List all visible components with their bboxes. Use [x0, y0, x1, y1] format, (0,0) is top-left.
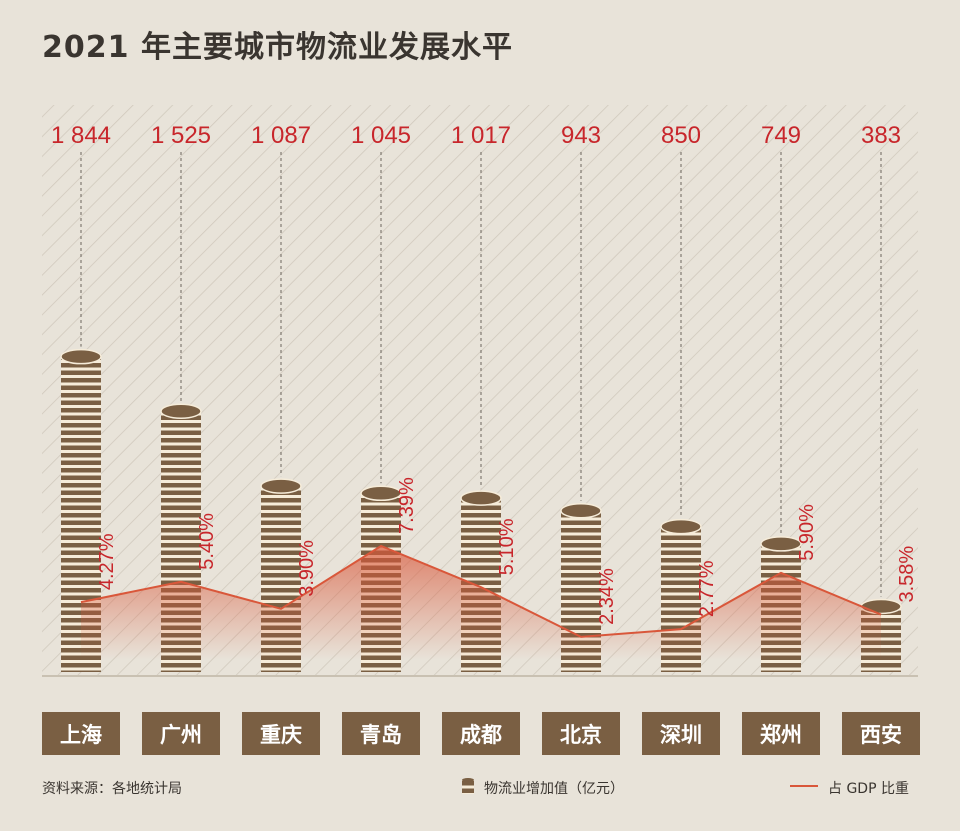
category-label: 成都 — [442, 712, 520, 755]
value-label: 1 525 — [151, 122, 211, 149]
percent-label: 5.10% — [496, 518, 518, 575]
percent-label: 2.77% — [696, 560, 718, 617]
svg-text:上海: 上海 — [60, 723, 102, 747]
gdp-share-line — [80, 544, 882, 638]
svg-text:重庆: 重庆 — [260, 723, 302, 747]
svg-text:郑州: 郑州 — [760, 723, 802, 747]
percent-label: 3.90% — [296, 540, 318, 597]
category-label: 青岛 — [342, 712, 420, 755]
svg-text:西安: 西安 — [860, 723, 902, 747]
line-area — [81, 545, 881, 660]
svg-text:深圳: 深圳 — [660, 723, 702, 747]
percent-label: 5.40% — [196, 513, 218, 570]
category-label: 郑州 — [742, 712, 820, 755]
value-label: 383 — [861, 122, 901, 149]
source-note: 资料来源：各地统计局 — [42, 781, 182, 797]
svg-text:成都: 成都 — [460, 723, 502, 747]
bar-top — [60, 348, 102, 365]
coin-stack-icon — [462, 778, 474, 794]
svg-text:北京: 北京 — [560, 723, 602, 747]
category-label: 上海 — [42, 712, 120, 755]
legend — [462, 778, 818, 794]
legend-line-label: 占 GDP 比重 — [828, 781, 909, 797]
category-label: 广州 — [142, 712, 220, 755]
percent-label: 4.27% — [96, 533, 118, 590]
bar-top — [260, 478, 302, 494]
category-label: 西安 — [842, 712, 920, 755]
svg-text:广州: 广州 — [160, 723, 202, 747]
percent-label: 5.90% — [796, 504, 818, 561]
svg-text:青岛: 青岛 — [360, 723, 402, 747]
value-label: 850 — [661, 122, 701, 149]
category-label: 深圳 — [642, 712, 720, 755]
value-label: 1 087 — [251, 122, 311, 149]
bar-top — [360, 485, 402, 502]
bar-top — [660, 518, 702, 535]
bar-top — [160, 403, 202, 419]
chart-title: 2021 年主要城市物流业发展水平 — [42, 30, 513, 65]
value-label: 1 045 — [351, 122, 411, 149]
percent-label: 7.39% — [396, 477, 418, 534]
category-label: 重庆 — [242, 712, 320, 755]
bar-top — [560, 502, 602, 519]
value-label: 1 844 — [51, 122, 111, 149]
percent-label: 2.34% — [596, 568, 618, 625]
percent-label: 3.58% — [896, 546, 918, 603]
bar-top — [760, 536, 802, 552]
value-label: 943 — [561, 122, 601, 149]
value-label: 1 017 — [451, 122, 511, 149]
bar-top — [460, 490, 502, 506]
legend-bars-label: 物流业增加值（亿元） — [484, 781, 624, 797]
category-label: 北京 — [542, 712, 620, 755]
value-label: 749 — [761, 122, 801, 149]
